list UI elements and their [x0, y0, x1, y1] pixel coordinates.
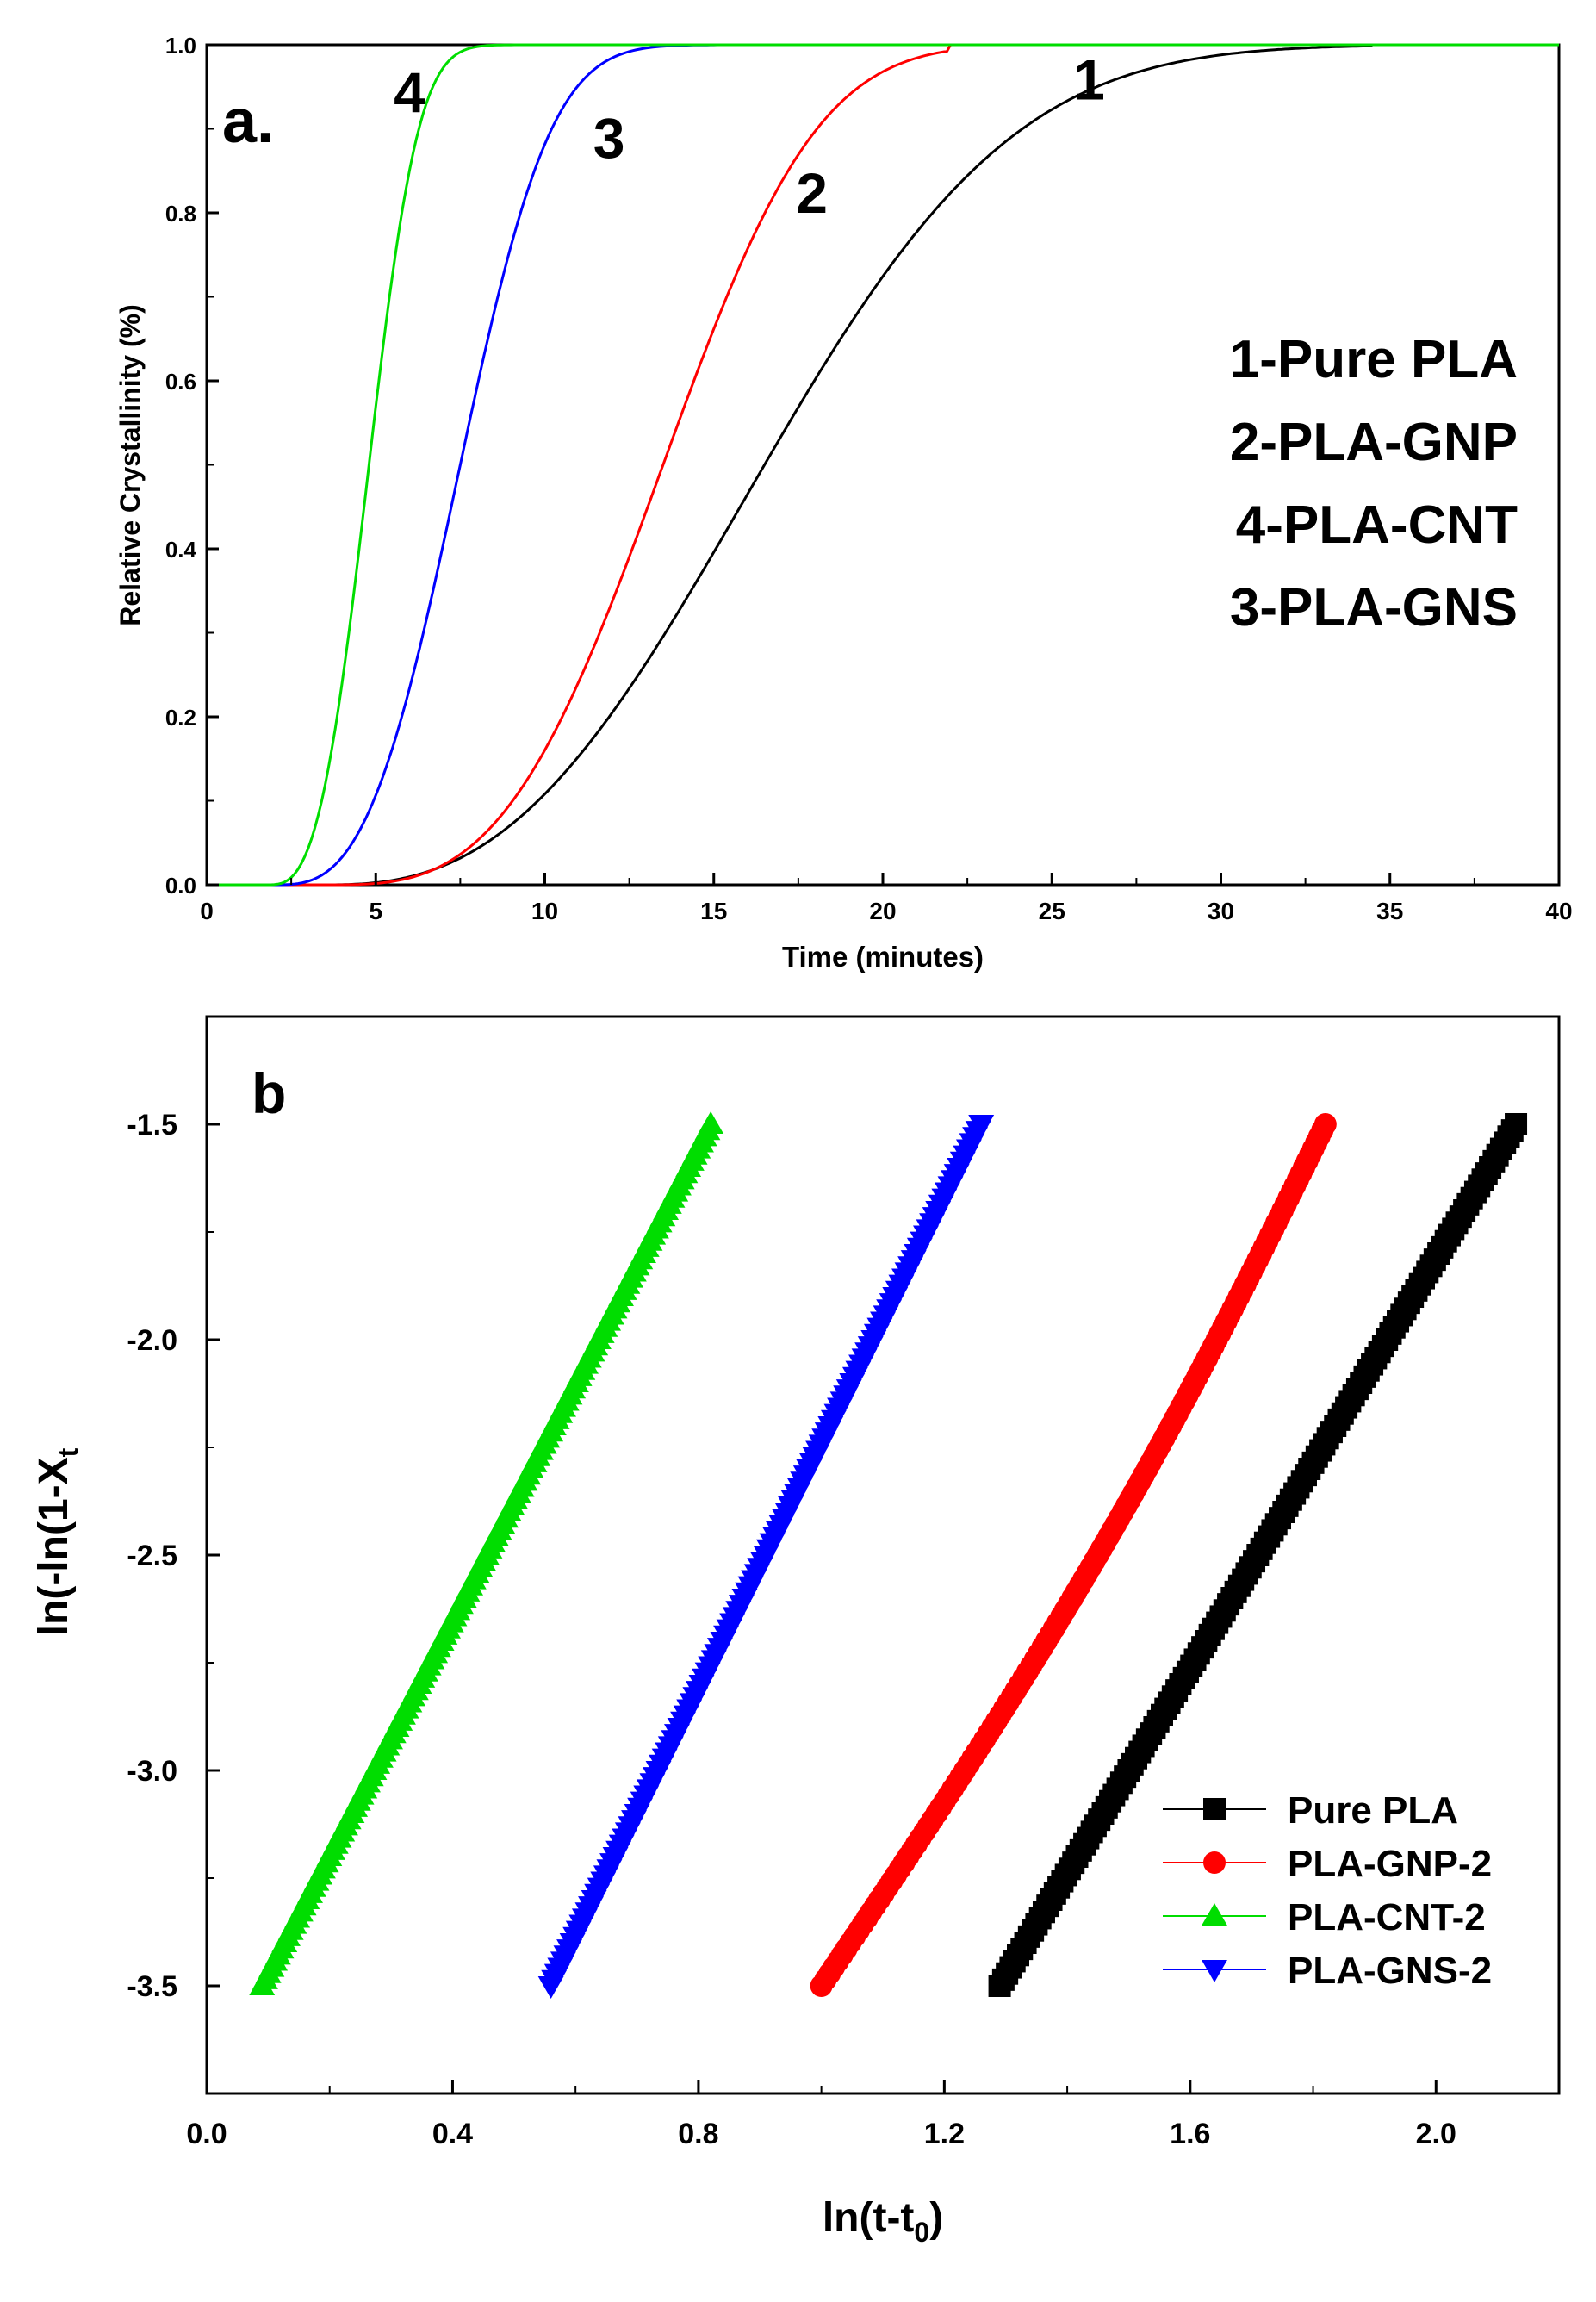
- panel-a-x-tick-label: 35: [1376, 898, 1403, 924]
- panel-a-x-ticks: 0 5 10 15 20 25 30 35 40: [200, 873, 1573, 924]
- panel-b-legend-entry: PLA-GNP-2: [1163, 1843, 1492, 1885]
- panel-b-x-axis-title-sub: 0: [914, 2217, 929, 2248]
- panel-b-series-pla-cnt-2: [249, 1111, 724, 1996]
- panel-b-data-point: [1505, 1113, 1528, 1135]
- panel-a-plot-frame: [205, 43, 1561, 887]
- panel-a-y-tick-label: 1.0: [165, 33, 196, 59]
- panel-a-x-tick-label: 40: [1545, 898, 1572, 924]
- panel-b-legend-entry: Pure PLA: [1163, 1789, 1458, 1832]
- panel-b-legend-entry: PLA-CNT-2: [1163, 1896, 1486, 1938]
- panel-a-series-group: [207, 43, 1559, 887]
- panel-b-x-ticks: 0.0 0.4 0.8 1.2 1.6 2.0: [186, 2080, 1560, 2150]
- panel-b-y-axis-title: ln(-ln(1-Xt: [31, 1447, 84, 1636]
- panel-b-data-point: [968, 1114, 995, 1137]
- panel-a-x-axis-title: Time (minutes): [782, 941, 984, 973]
- panel-b-y-tick-label: -3.0: [127, 1755, 177, 1788]
- panel-b-series-pla-gnp-2: [810, 1113, 1337, 1997]
- panel-b-series-pla-gns-2: [537, 1114, 995, 1999]
- panel-a-y-tick-label: 0.6: [165, 369, 196, 395]
- panel-a-curve-label-2: 2: [796, 161, 828, 225]
- chart-panel-b: 0.0 0.4 0.8 1.2 1.6 2.0 -1.5-2.0-2.5-3.0-3.5 …: [31, 1015, 1561, 2248]
- panel-b-legend-label: PLA-CNT-2: [1288, 1896, 1486, 1938]
- panel-b-y-axis-title-sub: t: [53, 1447, 84, 1457]
- panel-b-legend-marker: [1203, 1798, 1226, 1820]
- panel-a-legend-entry: 4-PLA-CNT: [1236, 495, 1518, 555]
- panel-a-x-tick-label: 5: [369, 898, 382, 924]
- panel-a-curve-label-4: 4: [394, 60, 425, 124]
- panel-b-legend-marker: [1203, 1851, 1226, 1874]
- panel-b-legend: Pure PLA PLA-GNP-2 PLA-CNT-2 PLA-GNS-2: [1163, 1789, 1492, 1992]
- panel-b-x-tick-label: 0.4: [432, 2118, 473, 2150]
- panel-a-x-tick-label: 0: [200, 898, 214, 924]
- panel-b-legend-marker: [1202, 1959, 1227, 1982]
- panel-b-series-pure-pla: [988, 1113, 1528, 1997]
- panel-b-series-group: [249, 1111, 1528, 1999]
- panel-a-legend-entry: 3-PLA-GNS: [1230, 578, 1518, 638]
- panel-b-data-point: [1313, 1113, 1337, 1135]
- panel-b-legend-label: PLA-GNP-2: [1288, 1843, 1492, 1885]
- panel-a-x-tick-label: 30: [1208, 898, 1234, 924]
- chart-panel-a: 0 5 10 15 20 25 30 35 40 0.0 0.2 0.4 0.6 0.8 1.0 a. 1…: [115, 33, 1573, 973]
- panel-b-y-axis-title-main: ln(-ln(1-X: [31, 1457, 77, 1636]
- panel-a-y-tick-label: 0.4: [165, 537, 197, 563]
- panel-a-label: a.: [222, 87, 274, 156]
- panel-a-series-line-4: [207, 43, 1559, 887]
- panel-a-y-ticks: 0.0 0.2 0.4 0.6 0.8 1.0: [165, 33, 219, 899]
- panel-b-y-tick-label: -1.5: [127, 1109, 177, 1142]
- panel-a-x-tick-label: 10: [531, 898, 558, 924]
- panel-b-y-tick-label: -3.5: [127, 1970, 177, 2003]
- panel-b-x-tick-label: 1.6: [1170, 2118, 1210, 2150]
- panel-b-label: b: [252, 1061, 286, 1125]
- panel-b-y-tick-label: -2.0: [127, 1324, 177, 1357]
- panel-a-legend-entry: 2-PLA-GNP: [1230, 413, 1518, 472]
- panel-b-x-tick-label: 0.8: [678, 2118, 718, 2150]
- panel-b-legend-label: Pure PLA: [1288, 1789, 1458, 1832]
- panel-b-x-tick-label: 2.0: [1416, 2118, 1456, 2150]
- panel-b-legend-entry: PLA-GNS-2: [1163, 1950, 1492, 1992]
- panel-a-legend-entry: 1-Pure PLA: [1230, 330, 1518, 389]
- panel-b-y-tick-label: -2.5: [127, 1540, 177, 1572]
- panel-b-x-tick-label: 1.2: [924, 2118, 965, 2150]
- panel-a-curve-label-3: 3: [593, 107, 625, 171]
- panel-a-x-tick-label: 15: [700, 898, 727, 924]
- panel-a-x-tick-label: 20: [869, 898, 896, 924]
- panel-a-y-tick-label: 0.8: [165, 201, 196, 227]
- panel-b-x-axis-title-end: ): [929, 2195, 943, 2241]
- panel-b-x-axis-title: ln(t-t0): [823, 2195, 943, 2248]
- panel-b-y-ticks: -1.5 -2.0 -2.5 -3.0 -3.5: [127, 1109, 220, 2094]
- panel-a-y-tick-label: 0.2: [165, 705, 196, 731]
- panel-b-legend-label: PLA-GNS-2: [1288, 1950, 1492, 1992]
- panel-a-x-tick-label: 25: [1039, 898, 1065, 924]
- panel-a-y-axis-title: Relative Crystallinity (%): [115, 304, 146, 625]
- panel-b-x-tick-label: 0.0: [186, 2118, 227, 2150]
- panel-a-curve-labels: 1 2 3 4: [394, 47, 1105, 225]
- panel-b-data-point: [698, 1111, 724, 1135]
- panel-a-y-tick-label: 0.0: [165, 873, 196, 899]
- panel-b-x-axis-title-main: ln(t-t: [823, 2195, 915, 2241]
- panel-b-legend-marker: [1202, 1903, 1227, 1926]
- panel-a-curve-label-1: 1: [1073, 47, 1105, 111]
- panel-a-legend: 1-Pure PLA 2-PLA-GNP 4-PLA-CNT 3-PLA-GNS: [1230, 330, 1518, 638]
